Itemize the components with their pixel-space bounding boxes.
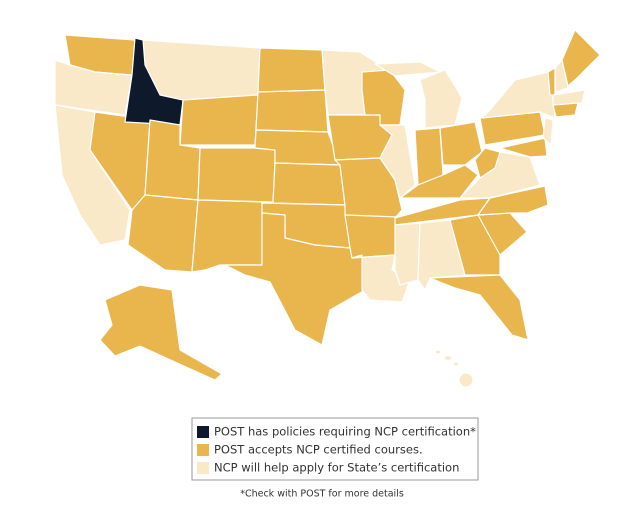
state [255, 89, 329, 133]
state [142, 39, 261, 101]
state [481, 71, 556, 119]
state [379, 124, 416, 199]
state [191, 199, 263, 273]
state [443, 354, 453, 362]
state [458, 372, 474, 388]
state [547, 67, 556, 96]
state [452, 361, 460, 367]
state [552, 89, 586, 106]
state [434, 349, 442, 355]
legend-box [191, 417, 479, 481]
state [197, 147, 276, 203]
state [99, 284, 223, 381]
state [344, 214, 399, 259]
state [394, 222, 421, 286]
state [474, 147, 501, 179]
legend-label: POST has policies requiring NCP certific… [214, 425, 476, 439]
state [351, 254, 411, 303]
state [127, 194, 199, 273]
state [439, 121, 483, 166]
state [419, 69, 463, 129]
state [257, 47, 326, 93]
state [272, 162, 346, 206]
state [179, 94, 259, 146]
legend-swatch [197, 444, 209, 456]
state [552, 102, 579, 118]
us-map [54, 29, 601, 388]
footnote: *Check with POST for more details [240, 489, 404, 500]
state [429, 274, 529, 341]
state [224, 212, 366, 346]
legend-swatch [197, 462, 209, 474]
state [561, 29, 601, 87]
state [499, 137, 548, 158]
state [542, 117, 554, 146]
state [374, 61, 441, 77]
state [554, 59, 569, 93]
legend-label: POST accepts NCP certified courses. [214, 443, 423, 457]
legend-swatch [197, 426, 209, 438]
legend-label: NCP will help apply for State’s certific… [214, 461, 459, 475]
legend: POST has policies requiring NCP certific… [197, 425, 476, 475]
